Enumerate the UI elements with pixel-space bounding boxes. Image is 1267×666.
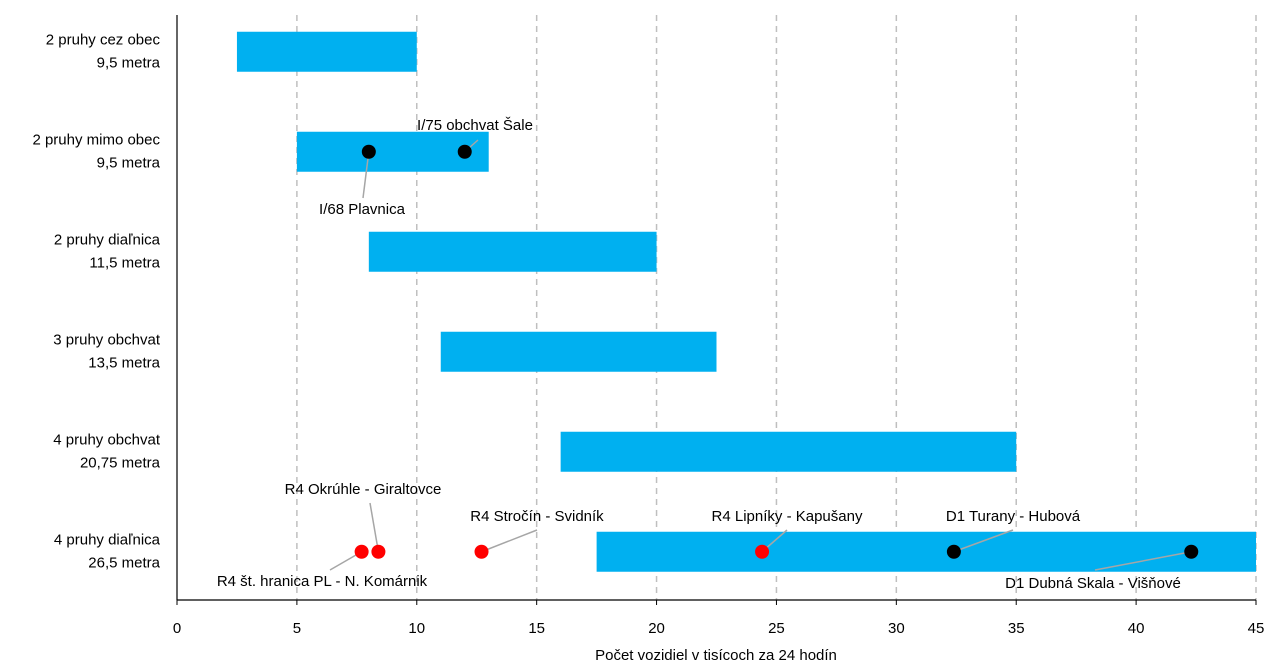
point-label: I/75 obchvat Šale — [417, 117, 533, 134]
point — [361, 144, 376, 159]
point-label: R4 Okrúhle - Giraltovce — [285, 481, 442, 498]
point-label: R4 Stročín - Svidník — [470, 508, 604, 525]
x-tick-label: 35 — [1008, 620, 1025, 637]
point — [457, 144, 472, 159]
y-tick-label: 2 pruhy diaľnica — [54, 232, 161, 249]
x-tick-label: 5 — [293, 620, 301, 637]
bar — [596, 531, 1256, 572]
point-label: R4 Lipníky - Kapušany — [712, 508, 863, 525]
point-label: I/68 Plavnica — [319, 201, 406, 218]
x-tick-label: 45 — [1248, 620, 1265, 637]
x-tick-label: 25 — [768, 620, 785, 637]
leader-line — [369, 502, 380, 552]
leader-line — [481, 529, 538, 553]
y-tick-label: 4 pruhy diaľnica — [54, 532, 161, 549]
point — [474, 544, 489, 559]
y-tick-label: 9,5 metra — [97, 155, 161, 172]
y-tick-label: 11,5 metra — [89, 255, 160, 272]
point — [755, 544, 770, 559]
point — [946, 544, 961, 559]
bar — [296, 131, 489, 172]
y-tick-label: 3 pruhy obchvat — [53, 332, 161, 349]
y-tick-label: 20,75 metra — [80, 455, 161, 472]
point — [354, 544, 369, 559]
leader-line — [1094, 551, 1192, 571]
y-tick-label: 9,5 metra — [97, 55, 161, 72]
y-tick-label: 2 pruhy cez obec — [46, 32, 161, 49]
bar — [560, 431, 1017, 472]
x-tick-label: 10 — [408, 620, 425, 637]
point-label: D1 Turany - Hubová — [946, 508, 1081, 525]
y-tick-label: 4 pruhy obchvat — [53, 432, 161, 449]
y-tick-label: 26,5 metra — [88, 555, 160, 572]
point — [371, 544, 386, 559]
y-tick-label: 13,5 metra — [88, 355, 160, 372]
leader-line — [953, 529, 1014, 553]
bar — [440, 331, 717, 372]
x-tick-label: 0 — [173, 620, 181, 637]
x-tick-label: 30 — [888, 620, 905, 637]
x-tick-label: 20 — [648, 620, 665, 637]
bar — [236, 31, 417, 72]
bar — [368, 231, 657, 272]
leader-line — [362, 151, 370, 199]
x-tick-label: 40 — [1128, 620, 1145, 637]
point-label: R4 št. hranica PL - N. Komárnik — [217, 573, 428, 590]
y-tick-label: 2 pruhy mimo obec — [32, 132, 160, 149]
point-label: D1 Dubná Skala - Višňové — [1005, 575, 1181, 592]
x-tick-label: 15 — [528, 620, 545, 637]
x-axis-label: Počet vozidiel v tisícoch za 24 hodín — [595, 647, 837, 664]
point — [1184, 544, 1199, 559]
